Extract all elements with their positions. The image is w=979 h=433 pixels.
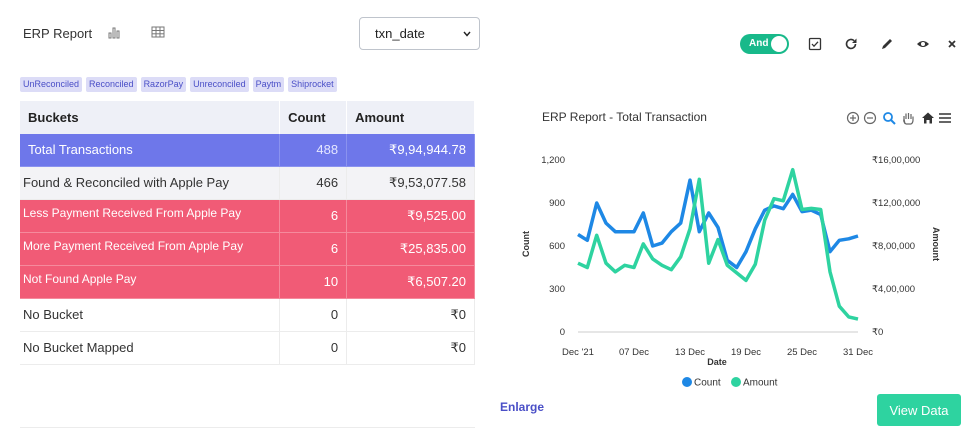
chart-title: ERP Report - Total Transaction — [542, 110, 707, 124]
legend-amount-label[interactable]: Amount — [743, 378, 778, 389]
bucket-name: No Bucket Mapped — [20, 331, 281, 365]
right-axis-tick-label: ₹12,00,000 — [872, 198, 920, 209]
table-row[interactable]: Not Found Apple Pay 10 ₹6,507.20 — [20, 265, 475, 299]
bucket-amount: ₹6,507.20 — [346, 265, 475, 299]
right-axis-ticks: ₹0 ₹4,00,000 ₹8,00,000 ₹12,00,000 ₹16,00,000 — [872, 155, 920, 338]
x-axis-ticks: Dec '21 07 Dec 13 Dec 19 Dec 25 Dec 31 Dec — [562, 347, 873, 358]
bucket-count: 6 — [279, 199, 348, 233]
x-axis-tick-label: 07 Dec — [619, 347, 649, 358]
x-axis-tick-label: Dec '21 — [562, 347, 594, 358]
chip-shiprocket[interactable]: Shiprocket — [288, 77, 337, 92]
eye-icon[interactable] — [916, 37, 930, 51]
source-chips: UnReconciled Reconciled RazorPay Unrecon… — [20, 77, 337, 92]
left-axis-tick-label: 300 — [549, 284, 565, 295]
count-series-line[interactable] — [577, 178, 859, 270]
bucket-count: 0 — [279, 331, 348, 365]
bucket-name: More Payment Received From Apple Pay — [20, 232, 281, 266]
bucket-amount: ₹9,53,077.58 — [346, 166, 475, 200]
bucket-count: 466 — [279, 166, 348, 200]
table-row[interactable]: No Bucket Mapped 0 ₹0 — [20, 331, 475, 365]
x-axis-tick-label: 25 Dec — [787, 347, 817, 358]
table-row[interactable]: Found & Reconciled with Apple Pay 466 ₹9… — [20, 166, 475, 200]
bucket-amount: ₹9,525.00 — [346, 199, 475, 233]
zoom-in-icon[interactable] — [846, 111, 860, 125]
left-axis-tick-label: 900 — [549, 198, 565, 209]
bucket-name: Not Found Apple Pay — [20, 265, 281, 299]
chevron-down-icon — [463, 31, 471, 37]
transaction-line-chart: 0 300 600 900 1,200 ₹0 ₹4,00,000 ₹8,00,000 ₹12,… — [521, 155, 941, 389]
table-row[interactable]: More Payment Received From Apple Pay 6 ₹… — [20, 232, 475, 266]
right-axis-tick-label: ₹4,00,000 — [872, 284, 915, 295]
bucket-name: Found & Reconciled with Apple Pay — [20, 166, 281, 200]
bucket-count: 6 — [279, 232, 348, 266]
date-field-select-value: txn_date — [375, 26, 425, 41]
bucket-count: 10 — [279, 265, 348, 299]
checkbox-icon[interactable] — [808, 37, 822, 51]
right-axis-tick-label: ₹0 — [872, 327, 883, 338]
search-zoom-icon[interactable] — [882, 111, 896, 125]
bucket-amount: ₹9,94,944.78 — [346, 134, 475, 167]
chip-reconciled[interactable]: Reconciled — [86, 77, 137, 92]
x-axis-tick-label: 31 Dec — [843, 347, 873, 358]
and-toggle[interactable]: And — [740, 34, 789, 54]
bucket-amount: ₹0 — [346, 298, 475, 332]
left-axis-tick-label: 600 — [549, 241, 565, 252]
refresh-icon[interactable] — [844, 37, 858, 51]
chip-unreconciled[interactable]: UnReconciled — [20, 77, 83, 92]
left-axis-title: Count — [521, 231, 531, 257]
date-field-select[interactable]: txn_date — [359, 17, 480, 50]
and-toggle-label: And — [749, 38, 769, 49]
buckets-table: Buckets Count Amount Total Transactions … — [20, 101, 475, 365]
table-footer-divider — [20, 427, 475, 428]
grid-icon[interactable] — [150, 24, 166, 40]
x-axis-tick-label: 19 Dec — [731, 347, 761, 358]
header-amount: Amount — [346, 101, 475, 134]
bucket-amount: ₹0 — [346, 331, 475, 365]
bucket-count: 0 — [279, 298, 348, 332]
table-header-row: Buckets Count Amount — [20, 101, 475, 134]
bucket-name: Total Transactions — [20, 134, 281, 167]
right-axis-tick-label: ₹8,00,000 — [872, 241, 915, 252]
bucket-count: 488 — [279, 134, 348, 167]
x-axis-tick-label: 13 Dec — [675, 347, 705, 358]
report-title: ERP Report — [23, 26, 93, 41]
pencil-icon[interactable] — [880, 37, 894, 51]
right-axis-title: Amount — [931, 227, 941, 261]
hand-pan-icon[interactable] — [901, 111, 915, 125]
right-axis-tick-label: ₹16,00,000 — [872, 155, 920, 166]
chip-razorpay[interactable]: RazorPay — [140, 77, 187, 92]
chip-paytm[interactable]: Paytm — [252, 77, 285, 92]
bucket-amount: ₹25,835.00 — [346, 232, 475, 266]
total-transactions-row[interactable]: Total Transactions 488 ₹9,94,944.78 — [20, 134, 475, 167]
table-row[interactable]: No Bucket 0 ₹0 — [20, 298, 475, 332]
chip-unreconciled-2[interactable]: Unreconciled — [190, 77, 249, 92]
left-axis-tick-label: 0 — [560, 327, 565, 338]
chart-legend: Count Amount — [682, 377, 778, 389]
table-row[interactable]: Less Payment Received From Apple Pay 6 ₹… — [20, 199, 475, 233]
bar-chart-icon[interactable] — [106, 24, 122, 40]
bucket-name: No Bucket — [20, 298, 281, 332]
close-icon[interactable] — [945, 37, 959, 51]
bucket-name: Less Payment Received From Apple Pay — [20, 199, 281, 233]
legend-count-label[interactable]: Count — [694, 378, 721, 389]
menu-icon[interactable] — [938, 111, 952, 125]
legend-count-marker[interactable] — [682, 377, 692, 387]
amount-series-line[interactable] — [577, 167, 859, 321]
x-axis-title: Date — [707, 357, 727, 367]
zoom-out-icon[interactable] — [863, 111, 877, 125]
header-buckets: Buckets — [20, 101, 281, 134]
enlarge-link[interactable]: Enlarge — [500, 400, 545, 414]
header-count: Count — [279, 101, 348, 134]
left-axis-ticks: 0 300 600 900 1,200 — [541, 155, 565, 338]
legend-amount-marker[interactable] — [731, 377, 741, 387]
left-axis-tick-label: 1,200 — [541, 155, 565, 166]
toggle-knob — [771, 36, 787, 52]
home-icon[interactable] — [921, 111, 935, 125]
view-data-button[interactable]: View Data — [877, 394, 961, 426]
